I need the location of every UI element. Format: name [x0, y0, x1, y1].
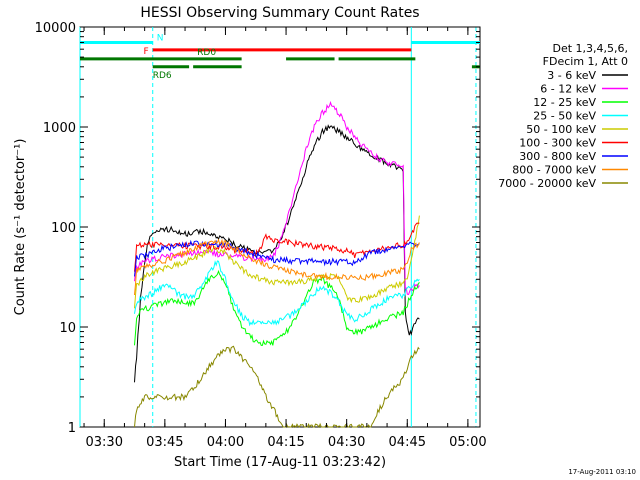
- plot-frame: [79, 26, 481, 428]
- legend-label-0: 3 - 6 keV: [547, 69, 596, 82]
- annotation-label-flare: F: [143, 47, 148, 57]
- y-axis: 1 10 100 1000 10000: [35, 21, 480, 436]
- legend-label-6: 300 - 800 keV: [519, 150, 596, 163]
- annotation-label-rd6: RD6: [153, 71, 172, 81]
- legend-label-4: 50 - 100 keV: [526, 123, 596, 136]
- legend-label-3: 25 - 50 keV: [533, 110, 596, 123]
- x-tick-label: 05:00: [449, 435, 486, 450]
- x-tick-label: 04:45: [389, 435, 426, 450]
- legend-label-1: 6 - 12 keV: [540, 83, 596, 96]
- series-line-0: [134, 124, 420, 383]
- y-tick-label: 100: [51, 221, 76, 236]
- legend-header-line-2: FDecim 1, Att 0: [543, 55, 628, 68]
- series-line-7: [134, 238, 420, 296]
- y-tick-label: 10000: [35, 21, 76, 36]
- footer-date: 17-Aug-2011 03:10: [568, 468, 636, 476]
- series-line-8: [134, 345, 420, 429]
- x-axis-label: Start Time (17-Aug-11 03:23:42): [174, 455, 386, 470]
- legend-label-2: 12 - 25 keV: [533, 96, 596, 109]
- plot-area: NF RD0 RD6: [79, 26, 481, 429]
- x-tick-label: 04:30: [328, 435, 365, 450]
- legend-header-line-1: Det 1,3,4,5,6,: [552, 42, 628, 55]
- y-tick-label: 1000: [43, 121, 76, 136]
- legend: Det 1,3,4,5,6,FDecim 1, Att 03 - 6 keV6 …: [498, 42, 628, 190]
- annotation-label-rd0: RD0: [197, 48, 216, 58]
- x-tick-label: 03:45: [146, 435, 183, 450]
- y-axis-label: Count Rate (s⁻¹ detector⁻¹): [13, 139, 28, 316]
- series-line-4: [134, 215, 420, 309]
- series-line-6: [134, 239, 420, 277]
- annotation-label-night: N: [157, 33, 164, 43]
- x-tick-label: 04:00: [207, 435, 244, 450]
- series-line-3: [134, 260, 420, 327]
- x-tick-label: 03:30: [86, 435, 123, 450]
- x-tick-label: 04:15: [267, 435, 304, 450]
- legend-label-7: 800 - 7000 keV: [512, 164, 596, 177]
- series-line-2: [134, 269, 420, 346]
- y-tick-label: 1: [68, 421, 76, 436]
- y-tick-label: 10: [59, 321, 76, 336]
- legend-label-8: 7000 - 20000 keV: [498, 177, 596, 190]
- chart-title: HESSI Observing Summary Count Rates: [140, 5, 419, 21]
- legend-label-5: 100 - 300 keV: [519, 137, 596, 150]
- x-axis: 03:30 03:45 04:00 04:15 04:30 04:45 05:00: [83, 27, 487, 450]
